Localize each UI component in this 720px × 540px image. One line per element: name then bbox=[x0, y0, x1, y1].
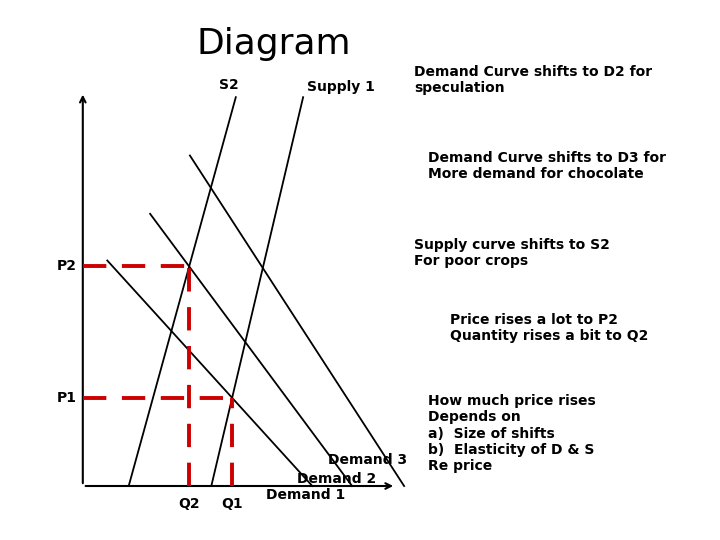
Text: Demand Curve shifts to D2 for
speculation: Demand Curve shifts to D2 for speculatio… bbox=[414, 65, 652, 95]
Text: Supply 1: Supply 1 bbox=[307, 80, 374, 94]
Text: Demand 1: Demand 1 bbox=[266, 488, 346, 502]
Text: Supply curve shifts to S2
For poor crops: Supply curve shifts to S2 For poor crops bbox=[414, 238, 610, 268]
Text: How much price rises
Depends on
a)  Size of shifts
b)  Elasticity of D & S
Re pr: How much price rises Depends on a) Size … bbox=[428, 394, 596, 473]
Text: Demand 3: Demand 3 bbox=[328, 453, 407, 467]
Text: Demand Curve shifts to D3 for
More demand for chocolate: Demand Curve shifts to D3 for More deman… bbox=[428, 151, 667, 181]
Text: Demand 2: Demand 2 bbox=[297, 472, 377, 486]
Text: S2: S2 bbox=[219, 78, 238, 92]
Text: Q2: Q2 bbox=[179, 497, 200, 511]
Text: P2: P2 bbox=[57, 259, 77, 273]
Text: P1: P1 bbox=[57, 391, 77, 405]
Text: Q1: Q1 bbox=[221, 497, 243, 511]
Text: Price rises a lot to P2
Quantity rises a bit to Q2: Price rises a lot to P2 Quantity rises a… bbox=[450, 313, 649, 343]
Text: Diagram: Diagram bbox=[197, 27, 351, 61]
